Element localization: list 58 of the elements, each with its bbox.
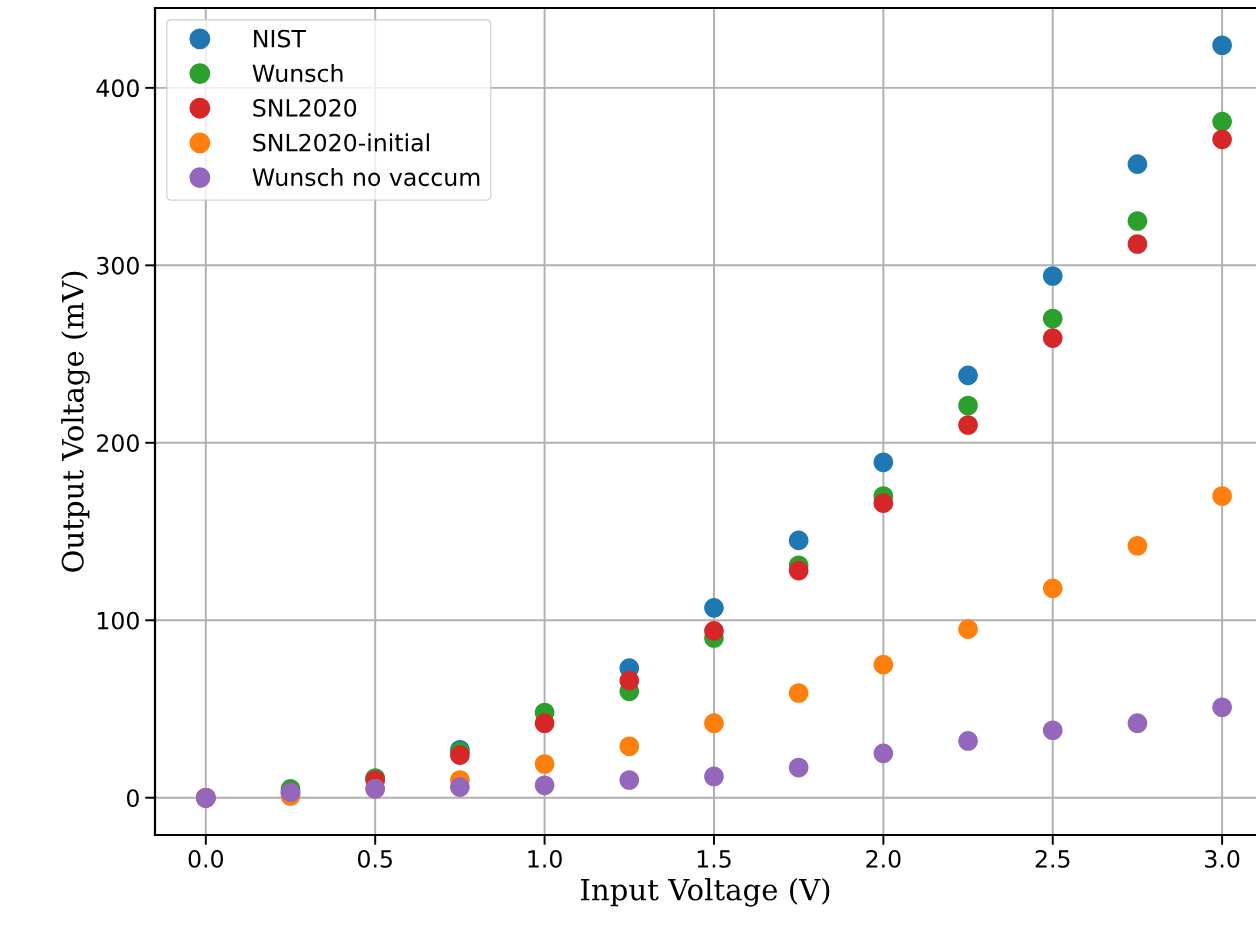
point — [534, 775, 555, 796]
x-tick-label: 0.5 — [357, 850, 392, 868]
point — [873, 743, 894, 764]
point — [704, 598, 724, 618]
y-tick-label: 400 — [96, 79, 139, 98]
y-axis-title: Output Voltage (mV) — [61, 271, 90, 572]
point — [619, 770, 640, 790]
y-tick-label: 200 — [97, 434, 139, 453]
point — [619, 670, 640, 691]
point — [958, 619, 978, 639]
point — [704, 621, 724, 641]
legend-label: Wunsch — [252, 63, 343, 83]
point — [534, 754, 555, 774]
point — [958, 395, 978, 416]
point — [873, 654, 894, 675]
point — [873, 493, 894, 513]
y-tick-label: 0 — [126, 789, 139, 808]
point — [1127, 211, 1148, 231]
legend-label: SNL2020 — [253, 98, 357, 117]
point — [788, 560, 809, 581]
point — [1042, 720, 1063, 741]
point — [1042, 578, 1063, 599]
point — [1127, 713, 1148, 734]
x-tick-label: 2.0 — [866, 850, 901, 868]
point — [1212, 486, 1232, 506]
legend-label: NIST — [254, 29, 306, 48]
x-tick-label: 2.5 — [1035, 850, 1070, 868]
point — [1212, 697, 1232, 718]
x-tick-label: 1.5 — [697, 850, 731, 868]
point — [534, 713, 555, 734]
point — [958, 415, 978, 435]
point — [450, 777, 470, 797]
point — [1042, 266, 1063, 286]
x-tick-label: 3.0 — [1205, 850, 1240, 868]
point — [1042, 308, 1063, 329]
point — [1127, 535, 1148, 556]
point — [1042, 328, 1063, 348]
point — [873, 452, 894, 473]
point — [788, 683, 809, 703]
point — [788, 530, 809, 551]
y-tick-label: 100 — [97, 611, 139, 630]
point — [1127, 154, 1148, 174]
legend-label: SNL2020-initial — [253, 133, 429, 152]
y-tick-label: 300 — [97, 256, 139, 275]
point — [788, 757, 809, 778]
point — [1212, 111, 1232, 132]
point — [704, 766, 724, 787]
point — [704, 713, 724, 734]
point — [1212, 129, 1232, 150]
point — [619, 736, 640, 757]
x-axis-title: Input Voltage (V) — [581, 877, 830, 907]
point — [958, 365, 978, 386]
legend-label: Wunsch no vaccum — [252, 167, 480, 187]
point — [1212, 35, 1232, 56]
point — [1127, 234, 1148, 254]
x-tick-label: 0.0 — [188, 850, 224, 868]
point — [958, 731, 978, 751]
x-tick-label: 1.0 — [528, 850, 562, 868]
